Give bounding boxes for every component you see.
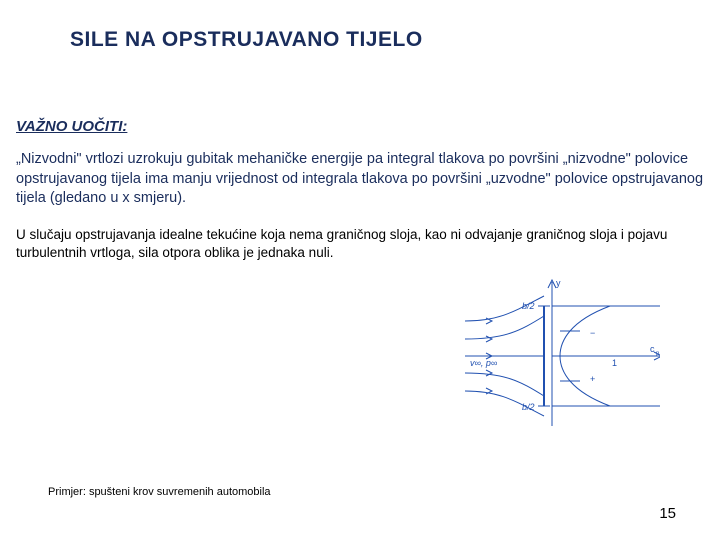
slide-title: SILE NA OPSTRUJAVANO TIJELO bbox=[70, 28, 423, 52]
svg-text:v∞, p∞: v∞, p∞ bbox=[470, 358, 497, 368]
svg-text:b/2: b/2 bbox=[522, 402, 535, 412]
example-caption: Primjer: spušteni krov suvremenih automo… bbox=[48, 486, 271, 498]
svg-text:1: 1 bbox=[612, 358, 617, 368]
important-label: VAŽNO UOČITI: bbox=[16, 118, 127, 135]
svg-text:−: − bbox=[590, 328, 595, 338]
diagram-labels: y b/2 b/2 cp − + 1 v∞, p∞ bbox=[470, 278, 660, 412]
svg-text:c: c bbox=[650, 344, 655, 354]
svg-text:+: + bbox=[590, 374, 595, 384]
flow-diagram-svg: y b/2 b/2 cp − + 1 v∞, p∞ bbox=[460, 276, 660, 436]
page-number: 15 bbox=[659, 505, 676, 522]
svg-text:y: y bbox=[556, 278, 561, 288]
paragraph-2: U slučaju opstrujavanja idealne tekućine… bbox=[16, 226, 718, 262]
svg-text:b/2: b/2 bbox=[522, 301, 535, 311]
paragraph-1: „Nizvodni" vrtlozi uzrokuju gubitak meha… bbox=[16, 150, 704, 209]
flow-diagram: y b/2 b/2 cp − + 1 v∞, p∞ bbox=[460, 276, 660, 436]
